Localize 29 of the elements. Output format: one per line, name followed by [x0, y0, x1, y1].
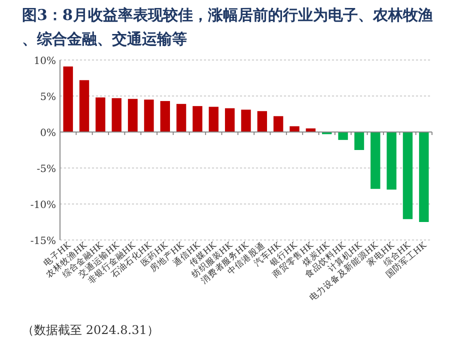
bar	[224, 108, 235, 132]
y-tick-label: 0%	[40, 128, 56, 139]
y-tick-label: -15%	[30, 236, 56, 247]
bar	[176, 104, 186, 132]
text: （数据截至 2024.8.31）	[22, 323, 159, 337]
bar	[96, 97, 106, 132]
bar	[354, 132, 364, 150]
bar	[290, 126, 300, 132]
bar	[144, 100, 154, 132]
y-tick-label: 5%	[40, 92, 56, 103]
bar	[192, 106, 202, 132]
bar	[370, 132, 380, 189]
bar	[241, 110, 251, 132]
chart-title: 图3：8月收益率表现较佳，涨幅居前的行业为电子、农林牧渔、综合金融、交通运输等	[22, 6, 433, 48]
bar	[257, 111, 268, 132]
bar	[160, 101, 170, 132]
bar	[208, 106, 219, 132]
bar	[338, 132, 348, 140]
bar	[273, 116, 284, 132]
bar	[112, 98, 122, 132]
bar	[419, 132, 429, 222]
y-tick-label: -10%	[30, 200, 56, 211]
y-tick-label: 10%	[34, 56, 56, 67]
bar	[63, 66, 73, 132]
bar	[128, 98, 138, 132]
y-tick-label: -5%	[36, 164, 56, 175]
bar	[79, 80, 90, 132]
bar	[402, 132, 413, 220]
bar	[386, 132, 396, 190]
